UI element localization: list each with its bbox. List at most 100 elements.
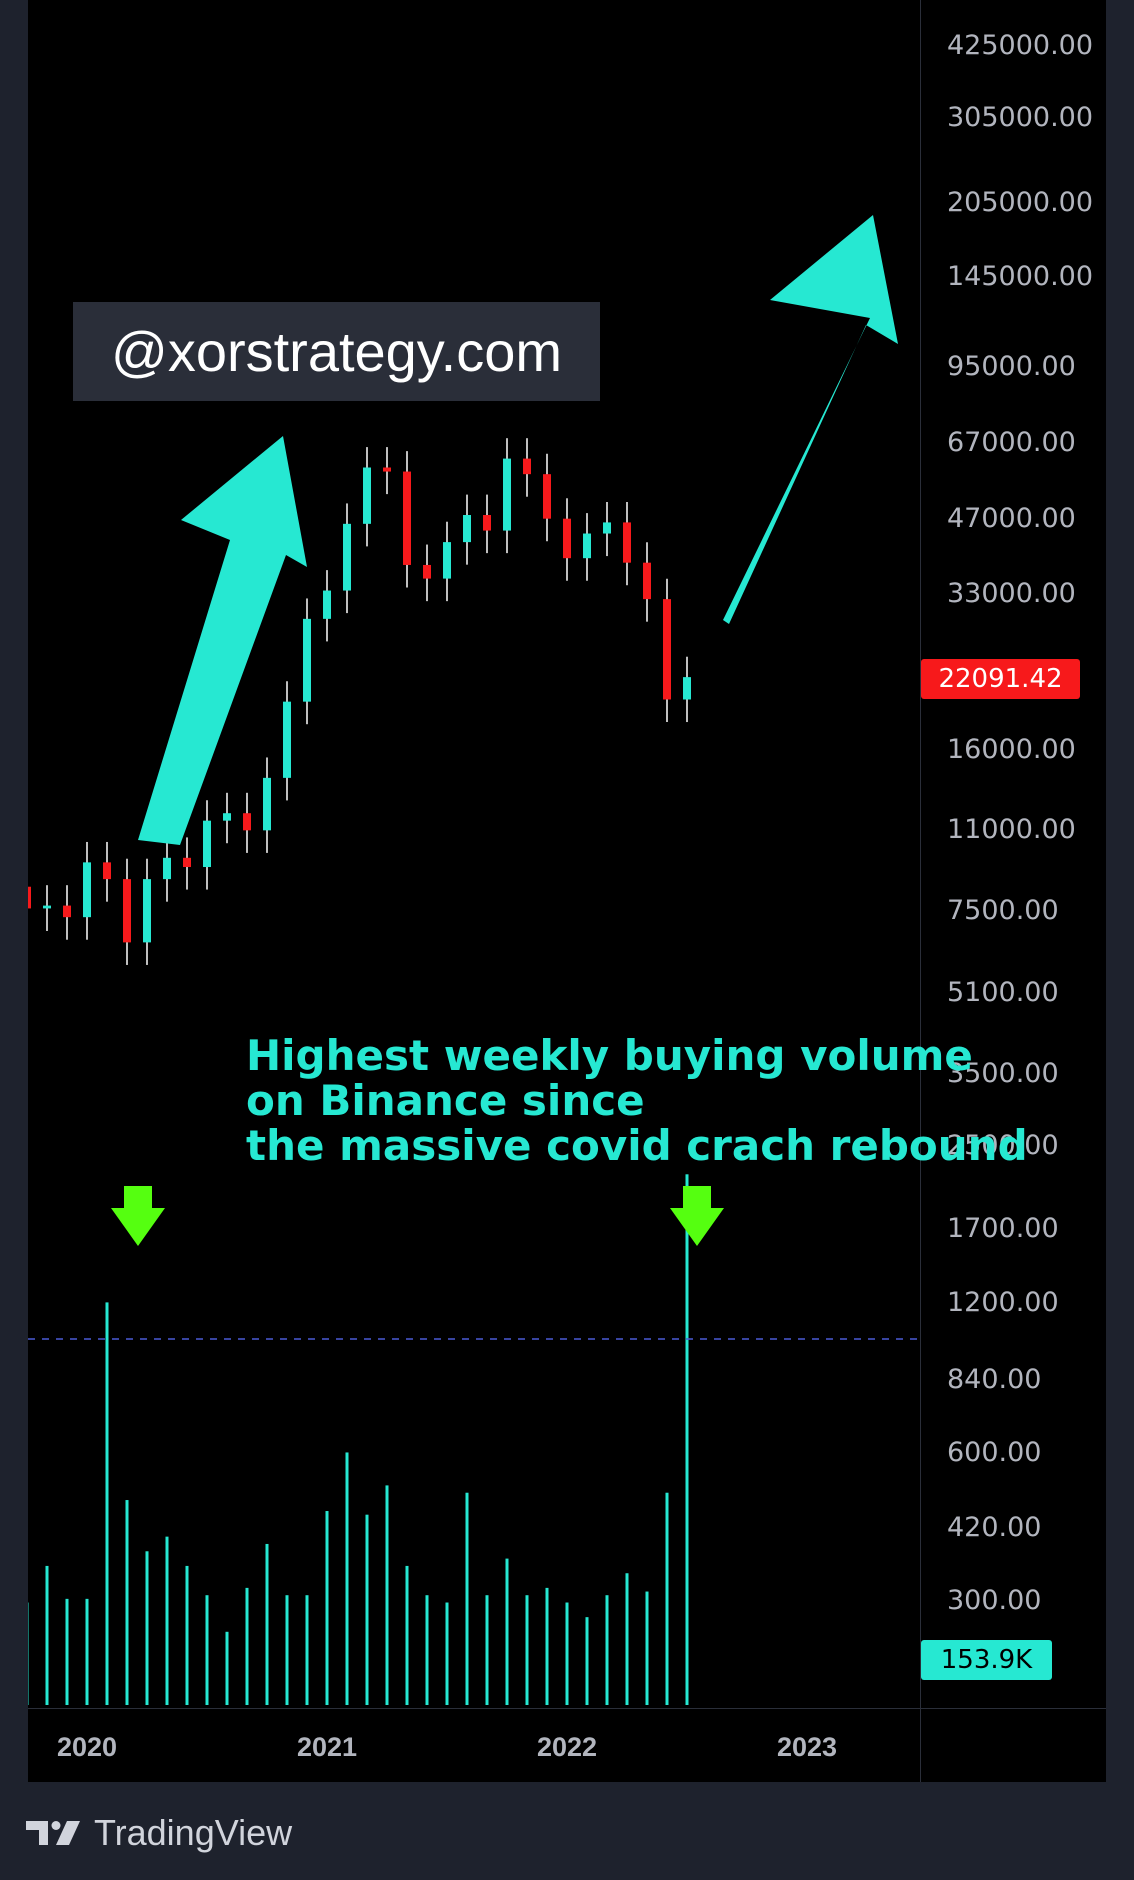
price-axis-svg: 425000.00 305000.00 205000.00 145000.00 9500…: [947, 30, 1093, 1616]
volume-bar: [385, 1485, 389, 1705]
price-tick-label: 840.00: [947, 1364, 1041, 1395]
candle-up: [603, 522, 611, 534]
candle-up: [303, 618, 311, 702]
candle-down: [103, 862, 111, 880]
green-down-arrow-right: [670, 1186, 724, 1246]
last-price-badge: 22091.42: [921, 659, 1080, 699]
candle-down: [403, 471, 411, 565]
candle-down: [423, 564, 431, 579]
price-tick-label: 600.00: [947, 1437, 1041, 1468]
footer[interactable]: TradingView: [26, 1808, 292, 1858]
time-tick-label: 2021: [297, 1732, 357, 1762]
volume-bar: [145, 1551, 149, 1705]
volume-bar: [125, 1500, 129, 1705]
watermark-box: @xorstrategy.com: [73, 302, 600, 401]
candle-up: [163, 857, 171, 880]
volume-bar: [685, 1174, 689, 1705]
volume-bar: [345, 1452, 349, 1705]
volume-bar: [28, 1602, 29, 1705]
volume-bar: [265, 1543, 269, 1705]
volume-bar: [205, 1595, 209, 1705]
candle-up: [283, 701, 291, 778]
price-tick-label: 420.00: [947, 1512, 1041, 1543]
price-tick-label: 305000.00: [947, 102, 1093, 133]
price-tick-label: 11000.00: [947, 814, 1076, 845]
time-axis-svg: 2020 2021 2022 2023: [57, 1732, 837, 1762]
candle-down: [483, 515, 491, 531]
candle-up: [83, 862, 91, 918]
volume-bar: [185, 1565, 189, 1705]
volume-bar: [225, 1631, 229, 1705]
candle-down: [563, 518, 571, 559]
price-tick-label: 7500.00: [947, 895, 1059, 926]
green-down-arrow-left: [111, 1186, 165, 1246]
candle-up: [203, 820, 211, 868]
volume-bar: [605, 1595, 609, 1705]
volume-bar: [645, 1591, 649, 1705]
volume-bar: [665, 1492, 669, 1705]
price-tick-label: 300.00: [947, 1585, 1041, 1616]
candle-down: [383, 467, 391, 472]
price-tick-label: 2500.00: [947, 1130, 1059, 1161]
candle-down: [123, 879, 131, 943]
annotation-line-1: Highest weekly buying volume: [246, 1031, 973, 1080]
candle-up: [263, 777, 271, 831]
price-tick-label: 67000.00: [947, 427, 1076, 458]
time-axis[interactable]: 2020 2021 2022 2023: [28, 1708, 1106, 1782]
volume-bar: [585, 1617, 589, 1705]
volume-bar: [565, 1602, 569, 1705]
volume-bar: [365, 1514, 369, 1705]
volume-bar: [405, 1565, 409, 1705]
axis-corner-divider: [920, 1708, 921, 1782]
candle-up: [223, 813, 231, 821]
volume-bar: [425, 1595, 429, 1705]
price-tick-label: 47000.00: [947, 503, 1076, 534]
time-tick-label: 2022: [537, 1732, 597, 1762]
time-tick-label: 2020: [57, 1732, 117, 1762]
price-tick-label: 145000.00: [947, 261, 1093, 292]
cyan-up-arrow-right: [723, 215, 898, 624]
candle-up: [683, 677, 691, 700]
volume-bar: [285, 1595, 289, 1705]
plot-area[interactable]: [28, 0, 920, 1708]
candle-up: [343, 523, 351, 591]
volume-bar: [85, 1598, 89, 1705]
volume-bar: [505, 1558, 509, 1705]
volume-bar: [545, 1587, 549, 1705]
price-tick-label: 95000.00: [947, 351, 1076, 382]
price-axis[interactable]: 425000.00 305000.00 205000.00 145000.00 9500…: [920, 0, 1106, 1708]
candle-up: [143, 879, 151, 943]
volume-bar: [625, 1573, 629, 1705]
volume-badge: 153.9K: [921, 1640, 1052, 1680]
candle-up: [443, 542, 451, 579]
candle-down: [243, 813, 251, 831]
volume-bar: [165, 1536, 169, 1705]
time-tick-label: 2023: [777, 1732, 837, 1762]
volume-bar: [325, 1511, 329, 1705]
price-tick-label: 1700.00: [947, 1213, 1059, 1244]
volume-bar: [245, 1587, 249, 1705]
volume-bar: [305, 1595, 309, 1705]
tradingview-logo-text[interactable]: TradingView: [94, 1812, 293, 1853]
price-tick-label: 205000.00: [947, 187, 1093, 218]
annotation-line-2: on Binance since: [246, 1076, 645, 1125]
candle-down: [623, 522, 631, 563]
candle-up: [363, 467, 371, 524]
volume-bar: [65, 1598, 69, 1705]
candle-down: [663, 599, 671, 700]
candle-down: [183, 857, 191, 868]
price-tick-label: 1200.00: [947, 1287, 1059, 1318]
watermark-text: @xorstrategy.com: [110, 320, 563, 383]
volume-bar: [525, 1595, 529, 1705]
candle-up: [503, 458, 511, 531]
volume-bar: [445, 1602, 449, 1705]
volume-bar: [465, 1492, 469, 1705]
price-tick-label: 425000.00: [947, 30, 1093, 61]
price-tick-label: 3500.00: [947, 1058, 1059, 1089]
volume-bar: [485, 1595, 489, 1705]
candle-up: [323, 590, 331, 619]
candle-up: [463, 515, 471, 543]
tradingview-logo-icon: [26, 1821, 80, 1845]
price-tick-label: 33000.00: [947, 578, 1076, 609]
candle-down: [28, 886, 31, 909]
